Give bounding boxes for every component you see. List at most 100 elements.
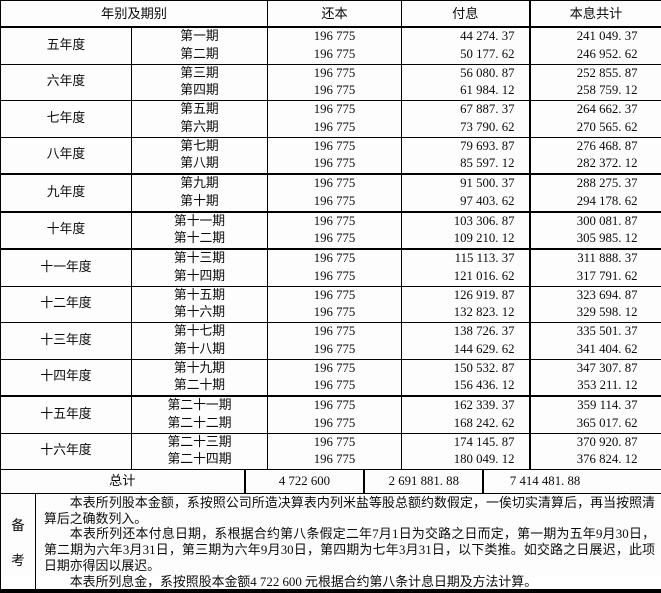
principal-cell: 196 775	[268, 119, 402, 137]
principal-cell: 196 775	[268, 101, 402, 119]
table-row: 十五年度 第二十一期 196 775 162 339. 37 359 114. …	[1, 396, 661, 415]
schedule-table: 年别及期别 还本 付息 本息共计 五年度 第一期 196 775 44 274.…	[0, 0, 661, 469]
interest-cell: 150 532. 87	[402, 359, 530, 377]
table-row: 七年度 第五期 196 775 67 887. 37 264 662. 37	[1, 101, 661, 119]
principal-cell: 196 775	[268, 137, 402, 155]
period-cell: 第十九期	[132, 359, 268, 377]
interest-cell: 156 436. 12	[402, 377, 530, 396]
period-cell: 第十六期	[132, 304, 268, 322]
table-row: 五年度 第一期 196 775 44 274. 37 241 049. 37	[1, 27, 661, 46]
total-cell: 311 888. 37	[530, 249, 661, 268]
year-cell: 十六年度	[1, 433, 132, 469]
interest-cell: 79 693. 87	[402, 137, 530, 155]
total-cell: 329 598. 12	[530, 304, 661, 322]
year-cell: 十年度	[1, 212, 132, 250]
remarks-section: 备 考 本表所列股本金额，系按照公司所造决算表内列米盐等股总额约数假定，一俟切实…	[0, 494, 661, 593]
total-cell: 370 920. 87	[530, 433, 661, 451]
total-interest: 2 691 881. 88	[363, 470, 482, 493]
interest-cell: 180 049. 12	[402, 451, 530, 469]
principal-cell: 196 775	[268, 304, 402, 322]
period-cell: 第十三期	[132, 249, 268, 268]
year-cell: 八年度	[1, 137, 132, 174]
period-cell: 第八期	[132, 155, 268, 174]
interest-cell: 91 500. 37	[402, 174, 530, 193]
total-cell: 270 565. 62	[530, 119, 661, 137]
year-cell: 十二年度	[1, 286, 132, 323]
total-cell: 241 049. 37	[530, 27, 661, 46]
principal-cell: 196 775	[268, 323, 402, 341]
period-cell: 第十期	[132, 193, 268, 212]
year-cell: 七年度	[1, 101, 132, 138]
principal-cell: 196 775	[268, 230, 402, 249]
principal-cell: 196 775	[268, 433, 402, 451]
year-cell: 九年度	[1, 174, 132, 212]
period-cell: 第十五期	[132, 286, 268, 304]
table-row: 十年度 第十一期 196 775 103 306. 87 300 081. 87	[1, 212, 661, 231]
period-cell: 第二十三期	[132, 433, 268, 451]
table-row: 六年度 第三期 196 775 56 080. 87 252 855. 87	[1, 64, 661, 82]
interest-cell: 85 597. 12	[402, 155, 530, 174]
total-cell: 288 275. 37	[530, 174, 661, 193]
period-cell: 第六期	[132, 119, 268, 137]
total-cell: 246 952. 62	[530, 46, 661, 64]
principal-cell: 196 775	[268, 174, 402, 193]
period-cell: 第二十四期	[132, 451, 268, 469]
period-cell: 第二十期	[132, 377, 268, 396]
total-cell: 300 081. 87	[530, 212, 661, 231]
period-cell: 第二十一期	[132, 396, 268, 415]
total-cell: 258 759. 12	[530, 82, 661, 100]
interest-cell: 109 210. 12	[402, 230, 530, 249]
period-cell: 第二期	[132, 46, 268, 64]
interest-cell: 50 177. 62	[402, 46, 530, 64]
interest-cell: 103 306. 87	[402, 212, 530, 231]
total-cell: 282 372. 12	[530, 155, 661, 174]
total-principal: 4 722 600	[244, 470, 364, 493]
year-cell: 十一年度	[1, 249, 132, 286]
interest-cell: 144 629. 62	[402, 341, 530, 359]
total-cell: 305 985. 12	[530, 230, 661, 249]
table-row: 十四年度 第十九期 196 775 150 532. 87 347 307. 8…	[1, 359, 661, 377]
total-row: 总计 4 722 600 2 691 881. 88 7 414 481. 88	[0, 469, 661, 494]
remarks-label-char-top: 备	[11, 514, 25, 534]
principal-cell: 196 775	[268, 415, 402, 433]
principal-cell: 196 775	[268, 212, 402, 231]
table-row: 十二年度 第十五期 196 775 126 919. 87 323 694. 8…	[1, 286, 661, 304]
total-cell: 353 211. 12	[530, 377, 661, 396]
repayment-schedule-sheet: 年别及期别 还本 付息 本息共计 五年度 第一期 196 775 44 274.…	[0, 0, 661, 577]
interest-cell: 56 080. 87	[402, 64, 530, 82]
principal-cell: 196 775	[268, 359, 402, 377]
remark-paragraph-1: 本表所列股本金额，系按照公司所造决算表内列米盐等股总额约数假定，一俟切实清算后，…	[44, 496, 655, 527]
principal-cell: 196 775	[268, 64, 402, 82]
principal-cell: 196 775	[268, 451, 402, 469]
period-cell: 第七期	[132, 137, 268, 155]
total-cell: 276 468. 87	[530, 137, 661, 155]
principal-cell: 196 775	[268, 396, 402, 415]
principal-cell: 196 775	[268, 377, 402, 396]
period-cell: 第十八期	[132, 341, 268, 359]
interest-cell: 121 016. 62	[402, 268, 530, 286]
period-cell: 第二十二期	[132, 415, 268, 433]
remarks-label: 备 考	[1, 494, 36, 589]
interest-cell: 61 984. 12	[402, 82, 530, 100]
header-row: 年别及期别 还本 付息 本息共计	[1, 1, 661, 28]
interest-cell: 168 242. 62	[402, 415, 530, 433]
total-cell: 294 178. 62	[530, 193, 661, 212]
remarks-label-char-bottom: 考	[11, 549, 25, 569]
total-cell: 252 855. 87	[530, 64, 661, 82]
principal-cell: 196 775	[268, 268, 402, 286]
interest-cell: 115 113. 37	[402, 249, 530, 268]
principal-cell: 196 775	[268, 286, 402, 304]
table-row: 八年度 第七期 196 775 79 693. 87 276 468. 87	[1, 137, 661, 155]
col-header-principal: 还本	[268, 1, 402, 28]
table-row: 九年度 第九期 196 775 91 500. 37 288 275. 37	[1, 174, 661, 193]
period-cell: 第十二期	[132, 230, 268, 249]
period-cell: 第九期	[132, 174, 268, 193]
principal-cell: 196 775	[268, 155, 402, 174]
period-cell: 第三期	[132, 64, 268, 82]
interest-cell: 132 823. 12	[402, 304, 530, 322]
period-cell: 第十七期	[132, 323, 268, 341]
col-header-interest: 付息	[402, 1, 530, 28]
col-header-total: 本息共计	[530, 1, 661, 28]
year-cell: 五年度	[1, 27, 132, 64]
interest-cell: 97 403. 62	[402, 193, 530, 212]
